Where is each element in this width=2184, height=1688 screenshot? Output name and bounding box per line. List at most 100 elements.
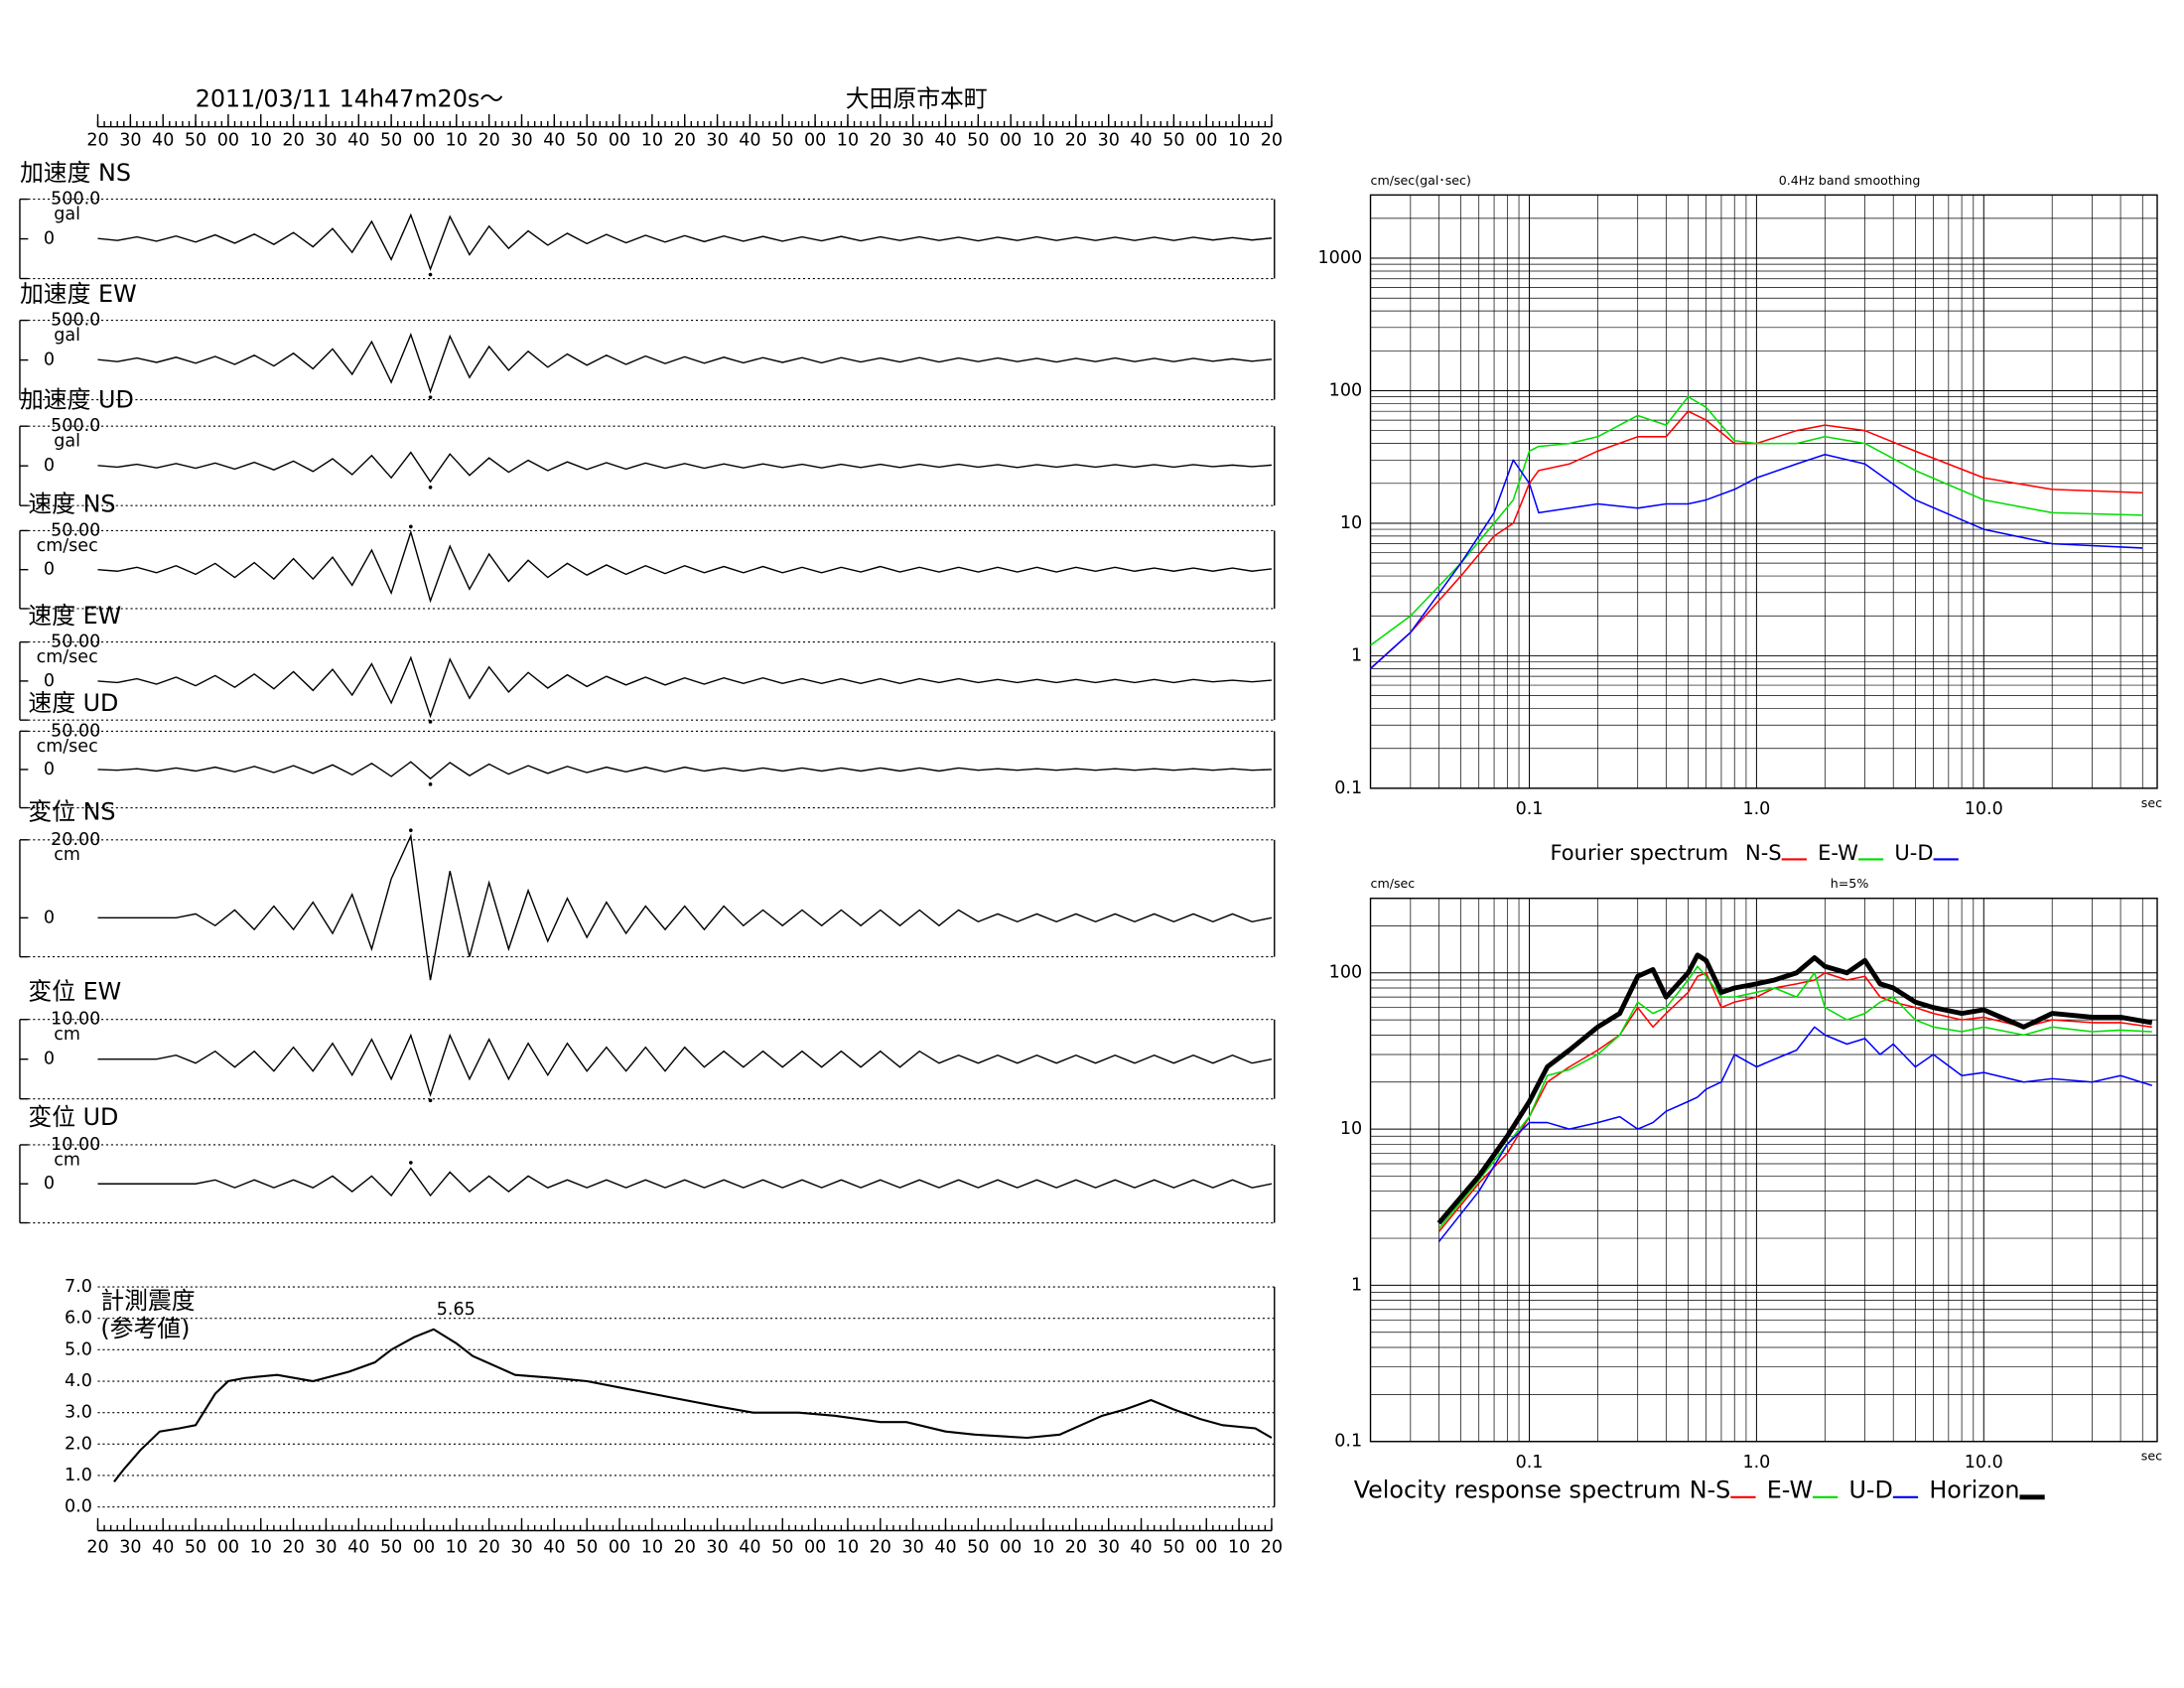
- legend-label: N-S: [1745, 840, 1782, 865]
- ruler-label: 50: [967, 131, 989, 151]
- unit-label: cm: [54, 845, 80, 865]
- trace-title: 変位 NS: [28, 798, 115, 826]
- ruler-label: 20: [478, 1537, 500, 1557]
- peak-dot: [428, 720, 433, 724]
- waveform: [97, 212, 1273, 271]
- waveform: [97, 529, 1273, 604]
- waveform: [97, 1167, 1273, 1197]
- x-tick-label: 0.1: [1516, 1453, 1544, 1473]
- y-axis-label: cm/sec: [1371, 876, 1416, 891]
- y-tick-label: 0: [44, 456, 55, 476]
- x-axis-label: sec: [2141, 1449, 2162, 1464]
- unit-label: cm/sec: [37, 647, 98, 667]
- ruler-label: 30: [706, 131, 728, 151]
- series-line: [1370, 453, 2143, 669]
- intensity-line: [113, 1328, 1273, 1482]
- series-line: [1437, 1026, 2152, 1243]
- ruler-label: 20: [478, 131, 500, 151]
- ruler-label: 40: [152, 131, 174, 151]
- ruler-label: 40: [739, 1537, 760, 1557]
- ruler-label: 40: [347, 1537, 369, 1557]
- ruler-label: 50: [771, 1537, 793, 1557]
- ruler-label: 00: [804, 131, 826, 151]
- trace-title: 速度 NS: [28, 491, 115, 518]
- y-tick-label: 500.0: [51, 311, 100, 331]
- ruler-label: 00: [217, 131, 239, 151]
- ruler-label: 00: [1195, 1537, 1217, 1557]
- x-tick-label: 0.1: [1516, 799, 1544, 819]
- ruler-label: 20: [86, 1537, 108, 1557]
- y-tick-label: 0: [44, 1174, 55, 1194]
- ruler-label: 20: [282, 131, 304, 151]
- waveform: [97, 761, 1272, 780]
- ruler-label: 30: [510, 131, 532, 151]
- ruler-label: 00: [1195, 131, 1217, 151]
- y-tick-label: 10.00: [51, 1010, 100, 1030]
- y-tick-label: 4.0: [65, 1371, 92, 1391]
- series-line: [1436, 952, 2153, 1225]
- y-tick-label: 2.0: [65, 1434, 92, 1454]
- legend-caption: Velocity response spectrum: [1354, 1477, 1682, 1504]
- ruler-label: 20: [870, 1537, 891, 1557]
- x-tick-label: 1.0: [1742, 799, 1770, 819]
- plot-frame: [1369, 194, 2158, 789]
- y-tick-label: 0.1: [1334, 1432, 1362, 1452]
- y-tick-label: 0: [44, 560, 55, 580]
- y-tick-label: 50.00: [51, 633, 100, 652]
- series-line: [1437, 971, 2152, 1233]
- unit-label: cm: [54, 1150, 80, 1170]
- ruler-label: 20: [282, 1537, 304, 1557]
- ruler-label: 30: [1098, 1537, 1120, 1557]
- trace-title: 加速度 EW: [20, 280, 137, 308]
- ruler-label: 00: [413, 131, 435, 151]
- y-tick-label: 50.00: [51, 721, 100, 741]
- ruler-label: 20: [870, 131, 891, 151]
- y-tick-label: 1: [1351, 1275, 1362, 1295]
- legend-label: U-D: [1848, 1477, 1892, 1504]
- y-tick-label: 3.0: [65, 1403, 92, 1423]
- ruler-label: 30: [510, 1537, 532, 1557]
- peak-dot: [409, 524, 413, 529]
- y-tick-label: 10.00: [51, 1135, 100, 1155]
- peak-dot: [409, 828, 413, 833]
- trace-title: 加速度 UD: [20, 385, 134, 413]
- unit-label: cm/sec: [37, 737, 98, 757]
- y-tick-label: 0: [44, 671, 55, 691]
- ruler-label: 00: [804, 1537, 826, 1557]
- legend-label: E-W: [1767, 1477, 1813, 1504]
- ruler-label: 40: [152, 1537, 174, 1557]
- ruler-label: 30: [315, 1537, 337, 1557]
- ruler-label: 00: [609, 1537, 630, 1557]
- ruler-label: 10: [641, 1537, 663, 1557]
- ruler-label: 00: [609, 131, 630, 151]
- ruler-label: 30: [315, 131, 337, 151]
- peak-dot: [428, 272, 433, 277]
- x-tick-label: 1.0: [1742, 1453, 1770, 1473]
- legend-label: N-S: [1690, 1477, 1731, 1504]
- ruler-label: 50: [1162, 131, 1184, 151]
- ruler-label: 20: [1065, 131, 1087, 151]
- ruler-label: 30: [1098, 131, 1120, 151]
- ruler-label: 10: [1032, 1537, 1054, 1557]
- unit-label: cm: [54, 1025, 80, 1045]
- ruler-label: 40: [543, 131, 565, 151]
- peak-dot: [428, 782, 433, 786]
- datetime: 2011/03/11 14h47m20s〜: [196, 84, 503, 112]
- ruler-label: 00: [217, 1537, 239, 1557]
- trace-title: 速度 EW: [28, 602, 121, 630]
- trace-title: 加速度 NS: [20, 159, 131, 187]
- y-tick-label: 7.0: [65, 1277, 92, 1297]
- ruler-label: 50: [185, 1537, 206, 1557]
- ruler-label: 30: [901, 1537, 923, 1557]
- ruler-label: 00: [1000, 1537, 1022, 1557]
- waveform: [97, 1033, 1273, 1097]
- trace-title: 速度 UD: [28, 689, 118, 717]
- ruler-label: 20: [1065, 1537, 1087, 1557]
- ruler-label: 10: [1032, 131, 1054, 151]
- y-tick-label: 10: [1340, 1119, 1362, 1139]
- plot-title: 0.4Hz band smoothing: [1779, 173, 1921, 188]
- y-tick-label: 100: [1329, 963, 1362, 983]
- ruler-label: 50: [1162, 1537, 1184, 1557]
- ruler-label: 50: [576, 1537, 598, 1557]
